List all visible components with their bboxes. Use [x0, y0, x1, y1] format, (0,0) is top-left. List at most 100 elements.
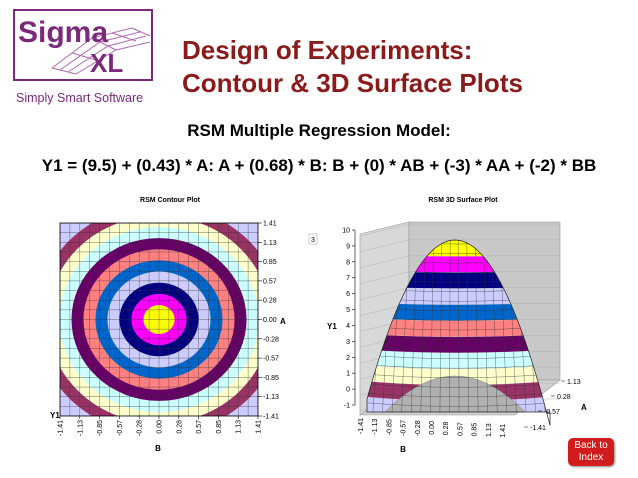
- surface-z-axis-label: Y1: [327, 322, 337, 331]
- surface-y-tick-label: 0.28: [557, 394, 571, 401]
- contour-y-tick-label: 1.41: [263, 221, 277, 228]
- surface-z-tick-label: -1: [344, 403, 350, 410]
- surface-band: [367, 302, 550, 321]
- surface-z-tick-label: 4: [346, 323, 350, 330]
- contour-x-tick-label: -0.57: [117, 420, 124, 436]
- surface-mesh-line: [430, 240, 434, 413]
- surface-band: [367, 318, 550, 337]
- surface-y-tick-label: -0.57: [544, 409, 560, 416]
- surface-x-axis-label: B: [400, 445, 406, 454]
- contour-x-tick-label: 0.28: [176, 420, 183, 434]
- surface-x-tick-label: -1.13: [372, 419, 379, 435]
- surface-x-tick-label: 1.13: [486, 423, 493, 437]
- regression-equation: Y1 = (9.5) + (0.43) * A: A + (0.68) * B:…: [41, 156, 597, 175]
- surface-z-tick-label: 3: [346, 339, 350, 346]
- contour-y-tick-label: -1.41: [263, 414, 279, 421]
- contour-chart: RSM Contour Plot 1.41 1.13 0.85 0.57 0.28 0.0…: [50, 197, 286, 453]
- contour-x-tick-label: -1.41: [58, 420, 65, 436]
- surface-mesh-line: [367, 402, 550, 407]
- surface-mesh-line: [367, 364, 550, 369]
- surface-z-tick-label: 0: [346, 387, 350, 394]
- logo-word-sigma: Sigma: [18, 16, 108, 49]
- contour-z-label: Y1: [50, 411, 60, 420]
- surface-wall-grid-line: [359, 255, 410, 269]
- surface-mesh-line: [367, 392, 550, 398]
- contour-y-tick-label: -0.57: [263, 356, 279, 363]
- contour-y-tick-label: 1.13: [263, 240, 277, 247]
- contour-y-tick-label: -0.85: [263, 375, 279, 382]
- surface-mesh-line: [439, 240, 443, 413]
- surface-z-tick-label: 9: [346, 243, 350, 250]
- surface-z-tick-label: 6: [346, 291, 350, 298]
- contour-y-tick-label: 0.57: [263, 278, 277, 285]
- surface-x-tick-label: 0.85: [472, 423, 479, 437]
- surface-title: RSM 3D Surface Plot: [428, 197, 498, 204]
- contour-y-tick-label: 0.85: [263, 259, 277, 266]
- surface-mesh-line: [367, 373, 550, 378]
- surface-mesh-line: [367, 383, 550, 388]
- surface-outline: [366, 239, 551, 426]
- logo-grid-lines: [51, 27, 151, 75]
- surface-wall-grid-line: [359, 287, 410, 300]
- surface-y-ticks: 1.13 0.28 -0.57 -1.41: [524, 379, 581, 432]
- contour-x-tick-label: -0.28: [137, 420, 144, 436]
- surface-z-tick-label: 8: [346, 259, 350, 266]
- contour-y-tick-label: 0.00: [263, 317, 277, 324]
- surface-z-tick-label: 10: [342, 228, 350, 235]
- surface-x-tick-label: 0.28: [443, 421, 450, 435]
- legend-fragment: 3: [311, 237, 315, 244]
- contour-y-axis-label: A: [280, 317, 286, 326]
- surface-mesh-line: [474, 240, 479, 413]
- surface-wall-grid-line: [359, 223, 410, 237]
- surface-x-tick-label: 0.00: [429, 421, 436, 435]
- logo-tagline: Simply Smart Software: [16, 91, 143, 105]
- contour-y-tick-label: -1.13: [263, 394, 279, 401]
- surface-mesh-line: [449, 240, 451, 413]
- surface-x-tick-label: -0.85: [386, 419, 393, 435]
- surface-wall-grid-line: [359, 239, 410, 253]
- slide-title: Design of Experiments: Contour & 3D Surf…: [182, 34, 622, 100]
- back-button-line-1: Back to: [574, 440, 608, 451]
- sigmaxl-logo: Sigma XL Simply Smart Software: [12, 8, 154, 112]
- surface-mesh-line: [420, 240, 426, 413]
- contour-y-tick-label: -0.28: [263, 336, 279, 343]
- logo-graphic: Sigma XL Simply Smart Software: [13, 9, 153, 105]
- surface-y-tick-label: -1.41: [530, 425, 546, 432]
- back-button-line-2: Index: [578, 452, 604, 463]
- contour-y-tick-label: 0.28: [263, 298, 277, 305]
- surface-x-ticks: -1.41 -1.13 -0.85 -0.57 -0.28 0.00 0.28 0.57 0.8…: [358, 418, 507, 438]
- surface-y-axis-label: A: [581, 403, 587, 412]
- surface-z-tick-label: 1: [346, 371, 350, 378]
- back-to-index-button[interactable]: Back to Index: [568, 438, 614, 466]
- slide-subtitle: RSM Multiple Regression Model:: [187, 121, 451, 140]
- surface-mesh-line: [483, 240, 488, 413]
- contour-x-axis-label: B: [155, 444, 161, 453]
- contour-grid: [60, 223, 258, 416]
- contour-x-ticks: -1.41 -1.13 -0.85 -0.57 -0.28 0.00 0.28 0.57 0.8…: [58, 416, 263, 436]
- contour-x-tick-label: 1.41: [256, 420, 263, 434]
- surface-x-tick-label: -1.41: [358, 418, 365, 434]
- contour-title: RSM Contour Plot: [140, 197, 201, 204]
- surface-x-tick-label: 1.41: [500, 424, 507, 438]
- contour-plot: RSM Contour Plot 1.41 1.13 0.85 0.57 0.28 0.0…: [30, 190, 300, 460]
- contour-x-tick-label: 1.13: [236, 420, 243, 434]
- title-line-2: Contour & 3D Surface Plots: [182, 68, 523, 98]
- contour-x-tick-label: -1.13: [77, 420, 84, 436]
- surface-band: [367, 349, 550, 369]
- surface-x-tick-label: -0.57: [401, 420, 408, 436]
- surface-mesh-line: [458, 240, 460, 413]
- legend-fragment-box: [308, 233, 318, 245]
- contour-x-tick-label: 0.00: [157, 420, 164, 434]
- surface-z-tick-label: 7: [346, 275, 350, 282]
- logo-word-xl: XL: [90, 48, 123, 78]
- surface-z-tick-label: 2: [346, 355, 350, 362]
- contour-y-ticks: 1.41 1.13 0.85 0.57 0.28 0.00 -0.28 -0.57 -0.85 -…: [258, 221, 279, 421]
- surface-wall-grid-line: [359, 271, 410, 284]
- surface-x-tick-label: -0.28: [415, 420, 422, 436]
- contour-x-tick-label: 0.57: [196, 420, 203, 434]
- surface-x-tick-label: 0.57: [457, 422, 464, 436]
- surface-z-tick-label: 5: [346, 307, 350, 314]
- surface-y-tick-label: 1.13: [567, 379, 581, 386]
